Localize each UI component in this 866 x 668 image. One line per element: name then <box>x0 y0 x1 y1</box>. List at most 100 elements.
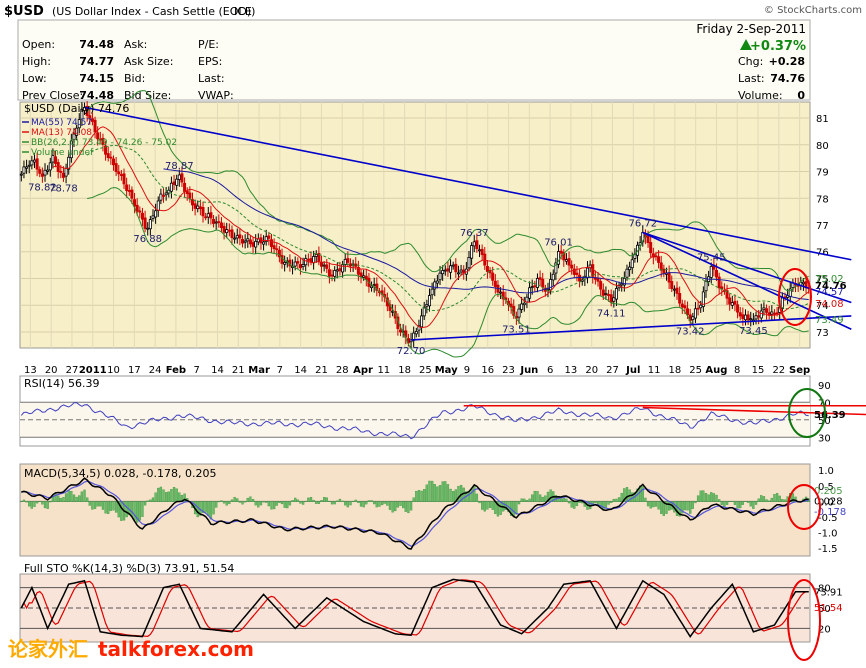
candle-body <box>101 137 105 146</box>
macd-hist-bar <box>570 501 573 508</box>
quote-label: EPS: <box>198 55 222 68</box>
macd-hist-bar <box>702 490 705 502</box>
macd-hist-bar <box>778 495 781 502</box>
macd-hist-bar <box>604 501 608 509</box>
x-tick-label: 18 <box>398 365 411 376</box>
candle-body <box>417 325 421 331</box>
macd-hist-bar <box>375 501 378 508</box>
macd-hist-bar <box>357 501 360 503</box>
macd-hist-bar <box>162 489 165 502</box>
candle-body <box>98 138 102 141</box>
trendline <box>84 106 852 261</box>
candle-body <box>38 169 42 174</box>
macd-hist-bar <box>686 501 689 511</box>
candle-body <box>164 192 168 196</box>
x-tick-label: 23 <box>502 365 515 376</box>
candle <box>54 150 58 168</box>
ma55-line <box>163 168 809 301</box>
macd-hist-bar <box>249 496 252 502</box>
candle <box>80 102 84 127</box>
macd-hist-bar <box>259 501 263 506</box>
macd-hist-bar <box>365 501 368 505</box>
candle-body <box>312 256 316 264</box>
candle <box>551 269 555 286</box>
candle <box>93 116 97 139</box>
macd-hist-bar <box>41 501 44 505</box>
macd-hist-bar <box>625 487 629 502</box>
candle-body <box>538 277 542 280</box>
macd-hist-bar <box>394 501 397 512</box>
candle <box>159 188 163 205</box>
candle-body <box>333 270 337 277</box>
price-right-label: 74.57 <box>815 287 844 298</box>
macd-hist-bar <box>96 501 99 507</box>
candle-body <box>522 302 526 306</box>
candle-body <box>88 115 92 119</box>
candle <box>446 261 450 277</box>
price-y-tick: 80 <box>816 141 829 152</box>
x-tick-label: 11 <box>377 365 390 376</box>
rsi-trendline <box>642 406 866 416</box>
macd-right-label: 0.028 <box>814 497 843 508</box>
macd-hist-bar <box>320 500 323 502</box>
x-tick-label: 13 <box>24 365 37 376</box>
price-annotation: 78.87 <box>165 161 194 172</box>
macd-hist-bar <box>612 498 615 502</box>
macd-hist-bar <box>546 491 550 502</box>
macd-hist-bar <box>615 498 618 502</box>
candle <box>475 233 479 253</box>
candle-body <box>272 245 276 250</box>
candle-body <box>175 178 179 186</box>
macd-hist-bar <box>420 490 423 502</box>
macd-hist-bar <box>770 497 773 502</box>
macd-hist-bar <box>475 493 479 502</box>
candle <box>483 246 487 270</box>
macd-hist-bar <box>83 489 86 502</box>
candle-body <box>133 199 137 207</box>
candle-body <box>196 205 200 210</box>
candle <box>209 205 213 225</box>
quote-label: Bid: <box>124 72 145 85</box>
candle <box>338 261 342 276</box>
sto-highlight-circle <box>787 579 821 661</box>
macd-hist-bar <box>723 501 726 507</box>
macd-hist-bar <box>665 501 668 514</box>
candle-body <box>169 182 173 192</box>
candle-body <box>248 239 252 245</box>
macd-hist-bar <box>617 497 621 502</box>
candle-body <box>733 300 737 305</box>
macd-hist-bar <box>478 501 481 504</box>
macd-hist-bar <box>694 501 697 504</box>
candle-body <box>399 329 403 333</box>
candle-body <box>233 237 237 240</box>
macd-hist-bar <box>215 501 218 508</box>
macd-right-label: 0.205 <box>814 486 843 497</box>
macd-hist-bar <box>649 501 652 509</box>
macd-hist-bar <box>399 501 402 506</box>
candle-body <box>206 213 210 218</box>
macd-hist-bar <box>623 488 626 502</box>
macd-hist-bar <box>251 499 255 502</box>
x-tick-label: 6 <box>547 365 553 376</box>
macd-hist-bar <box>752 501 755 509</box>
macd-hist-bar <box>378 501 381 507</box>
sto-y-tick: 80 <box>818 584 831 595</box>
quote-label: Chg: <box>738 55 763 68</box>
candle <box>51 148 55 169</box>
candle-body <box>654 255 658 258</box>
candle-body <box>306 258 310 261</box>
candle <box>98 131 102 143</box>
macd-y-tick: -1.5 <box>818 544 838 555</box>
candle-body <box>298 264 302 269</box>
macd-hist-bar <box>322 496 326 502</box>
candle-body <box>456 272 460 275</box>
macd-hist-bar <box>473 485 476 502</box>
macd-hist-bar <box>178 492 181 502</box>
candle-body <box>130 189 134 199</box>
quote-label: Last: <box>198 72 225 85</box>
candle-body <box>140 212 144 220</box>
x-tick-label: 18 <box>669 365 682 376</box>
candle <box>254 234 258 254</box>
candle <box>730 295 734 309</box>
